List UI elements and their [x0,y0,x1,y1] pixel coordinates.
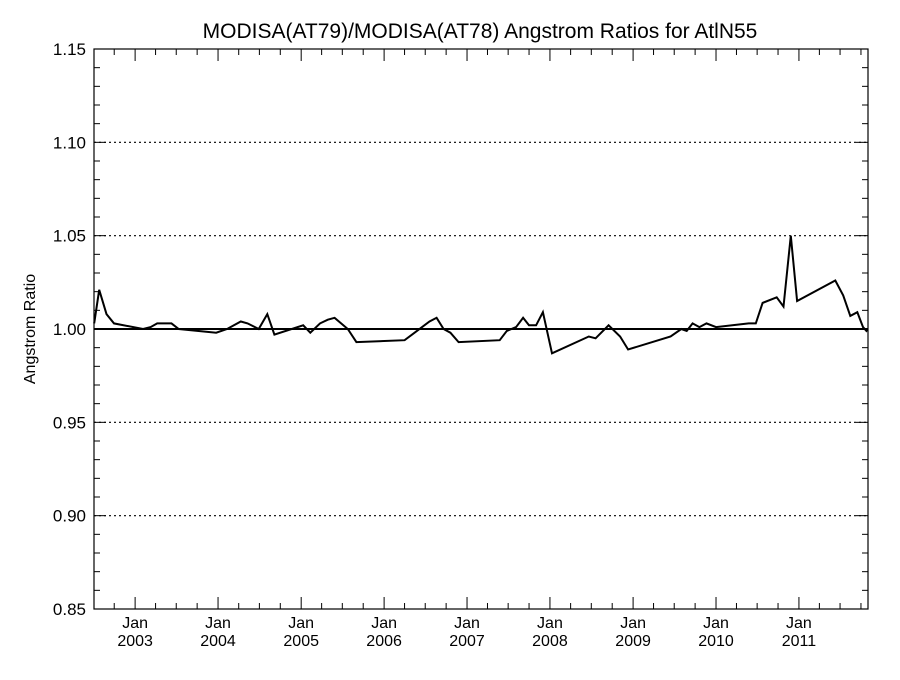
x-tick-year-label: 2008 [532,633,568,650]
x-tick-month-label: Jan [786,615,812,632]
x-tick-month-label: Jan [537,615,563,632]
x-tick-month-label: Jan [371,615,397,632]
y-axis-label: Angstrom Ratio [22,274,39,384]
x-tick-year-label: 2009 [615,633,651,650]
y-tick-label: 1.10 [53,133,86,152]
x-tick-year-label: 2011 [782,633,817,650]
x-tick-year-label: 2006 [366,633,402,650]
x-tick-year-label: 2010 [698,633,734,650]
x-tick-year-label: 2005 [283,633,319,650]
x-tick-month-label: Jan [205,615,231,632]
y-tick-label: 1.00 [53,320,86,339]
chart-title: MODISA(AT79)/MODISA(AT78) Angstrom Ratio… [203,20,758,43]
y-tick-labels: 0.85 0.90 0.95 1.00 1.05 1.10 1.15 [53,40,86,619]
x-tick-year-label: 2003 [117,633,153,650]
y-tick-label: 0.95 [53,413,86,432]
x-tick-year-label: 2004 [200,633,236,650]
x-tick-month-label: Jan [703,615,729,632]
x-tick-month-label: Jan [454,615,480,632]
series-line [94,236,868,354]
x-tick-year-label: 2007 [449,633,485,650]
y-tick-label: 0.90 [53,507,86,526]
x-tick-month-label: Jan [122,615,148,632]
series-layer [94,236,868,354]
x-tick-labels: Jan2003Jan2004Jan2005Jan2006Jan2007Jan20… [117,615,816,650]
x-tick-month-label: Jan [288,615,314,632]
y-tick-label: 0.85 [53,600,86,619]
y-tick-label: 1.15 [53,40,86,59]
y-tick-label: 1.05 [53,227,86,246]
x-tick-month-label: Jan [620,615,646,632]
